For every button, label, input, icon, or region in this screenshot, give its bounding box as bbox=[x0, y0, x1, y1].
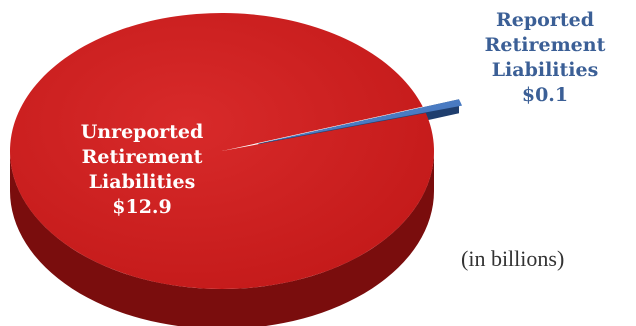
reported-label-line: Retirement bbox=[484, 34, 606, 56]
reported-slice-label: Reported Retirement Liabilities $0.1 bbox=[470, 8, 620, 108]
unreported-label-line: Retirement bbox=[81, 146, 203, 168]
units-note: (in billions) bbox=[461, 246, 565, 271]
reported-label-line: Reported bbox=[496, 9, 594, 31]
pie-slice-side bbox=[10, 151, 434, 326]
unreported-slice-label: Unreported Retirement Liabilities $12.9 bbox=[58, 120, 226, 220]
unreported-label-line: Liabilities bbox=[88, 171, 196, 193]
reported-value-label: $0.1 bbox=[521, 84, 569, 106]
unreported-value-label: $12.9 bbox=[112, 196, 172, 218]
unreported-label-line: Unreported bbox=[80, 121, 204, 143]
reported-slice bbox=[258, 99, 463, 144]
unreported-slice bbox=[9, 12, 434, 289]
reported-label-line: Liabilities bbox=[491, 59, 599, 81]
